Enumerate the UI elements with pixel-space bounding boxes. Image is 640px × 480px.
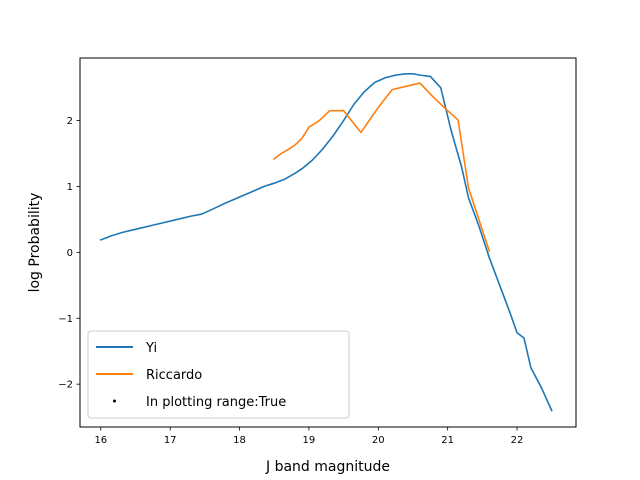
x-tick-label: 19 [303, 435, 316, 446]
series-line-yi [99, 73, 553, 412]
x-tick-label: 16 [94, 435, 107, 446]
legend-label-in-plotting-range: In plotting range:True [146, 395, 286, 410]
legend-box [87, 330, 350, 419]
x-tick-label: 20 [372, 435, 385, 446]
x-tick-label: 21 [441, 435, 454, 446]
y-tick-label: 2 [67, 116, 73, 127]
x-tick-label: 17 [164, 435, 177, 446]
legend: Yi Riccardo In plotting range:True [87, 330, 350, 419]
x-axis-label: J band magnitude [265, 459, 390, 475]
series-layer [99, 73, 553, 412]
y-tick-label: −2 [58, 380, 73, 391]
y-tick-label: −1 [58, 314, 73, 325]
y-axis-label: log Probability [27, 193, 43, 293]
y-tick-label: 1 [67, 182, 73, 193]
legend-label-yi: Yi [145, 341, 157, 356]
legend-marker-in-plotting-range [113, 399, 116, 403]
legend-label-riccardo: Riccardo [146, 368, 202, 383]
x-tick-label: 22 [511, 435, 524, 446]
series-line-riccardo [273, 82, 491, 253]
axes-layer: 16 17 18 19 20 21 22 −2 −1 0 1 2 [58, 116, 523, 446]
x-tick-label: 18 [233, 435, 246, 446]
plot-frame [79, 57, 577, 428]
y-tick-label: 0 [67, 248, 73, 259]
